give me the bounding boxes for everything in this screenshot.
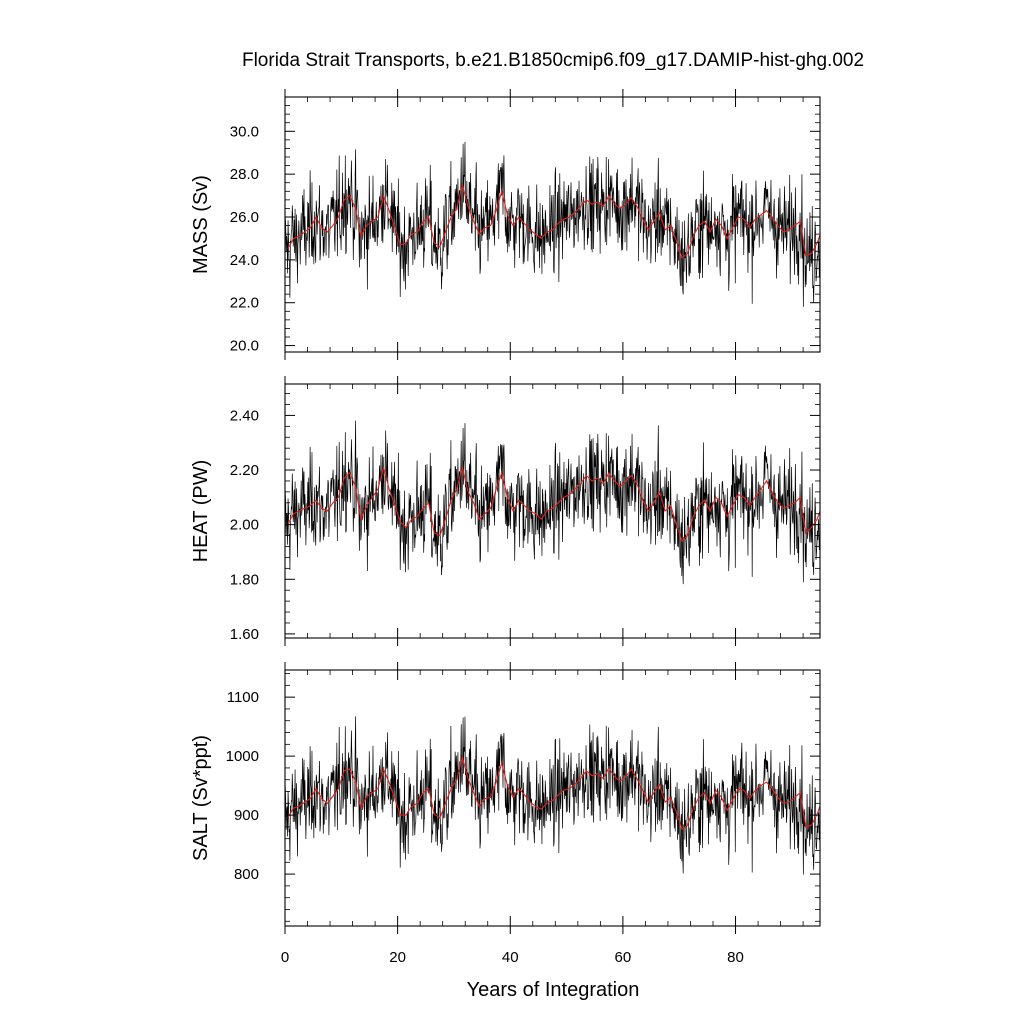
mass-y-tick-label: 24.0 [230,252,259,269]
mass-y-tick-label: 30.0 [230,123,259,140]
salt-y-tick-label: 900 [234,807,259,824]
heat-plot-frame [284,383,821,639]
mass-y-tick-label: 28.0 [230,166,259,183]
panel-heat: 1.60 1.80 2.00 2.20 2.40 HEAT (PW) [190,376,821,646]
salt-monthly-series [285,716,820,875]
salt-y-tick-label: 1100 [227,689,259,706]
heat-annual-mean-series [287,467,820,543]
mass-y-axis-title: MASS (Sv) [190,175,212,274]
heat-y-tick-label: 1.60 [230,626,259,643]
heat-y-tick-label: 2.00 [230,517,259,534]
salt-plot-frame [284,669,821,927]
mass-annual-mean-series [287,184,820,259]
heat-monthly-series [285,420,820,585]
x-tick-label: 40 [502,949,519,966]
x-axis-title: Years of Integration [467,979,640,1001]
mass-y-tick-label: 26.0 [230,209,259,226]
chart-title: Florida Strait Transports, b.e21.B1850cm… [242,50,864,71]
chart-panels: 20.0 22.0 24.0 26.0 28.0 30.0 MASS (Sv) 1.60 1.8… [190,89,821,966]
salt-y-tick-label: 800 [234,866,259,883]
mass-plot-frame [284,96,821,353]
x-tick-label: 80 [727,949,744,966]
mass-monthly-series [285,141,820,307]
heat-y-tick-label: 1.80 [230,571,259,588]
heat-y-tick-label: 2.20 [230,462,259,479]
x-tick-label: 0 [281,949,289,966]
heat-y-tick-label: 2.40 [230,407,259,424]
salt-annual-mean-series [287,755,820,831]
salt-y-tick-label: 1000 [226,748,259,765]
salt-y-axis-title: SALT (Sv*ppt) [190,735,212,861]
heat-y-axis-title: HEAT (PW) [190,460,212,563]
panel-mass: 20.0 22.0 24.0 26.0 28.0 30.0 MASS (Sv) [190,89,821,360]
mass-y-tick-label: 20.0 [230,338,259,355]
panel-salt: 800 900 1000 1100 SALT (Sv*ppt) [190,662,821,934]
x-tick-label: 20 [389,949,406,966]
mass-y-tick-label: 22.0 [230,295,259,312]
x-tick-label: 60 [615,949,632,966]
